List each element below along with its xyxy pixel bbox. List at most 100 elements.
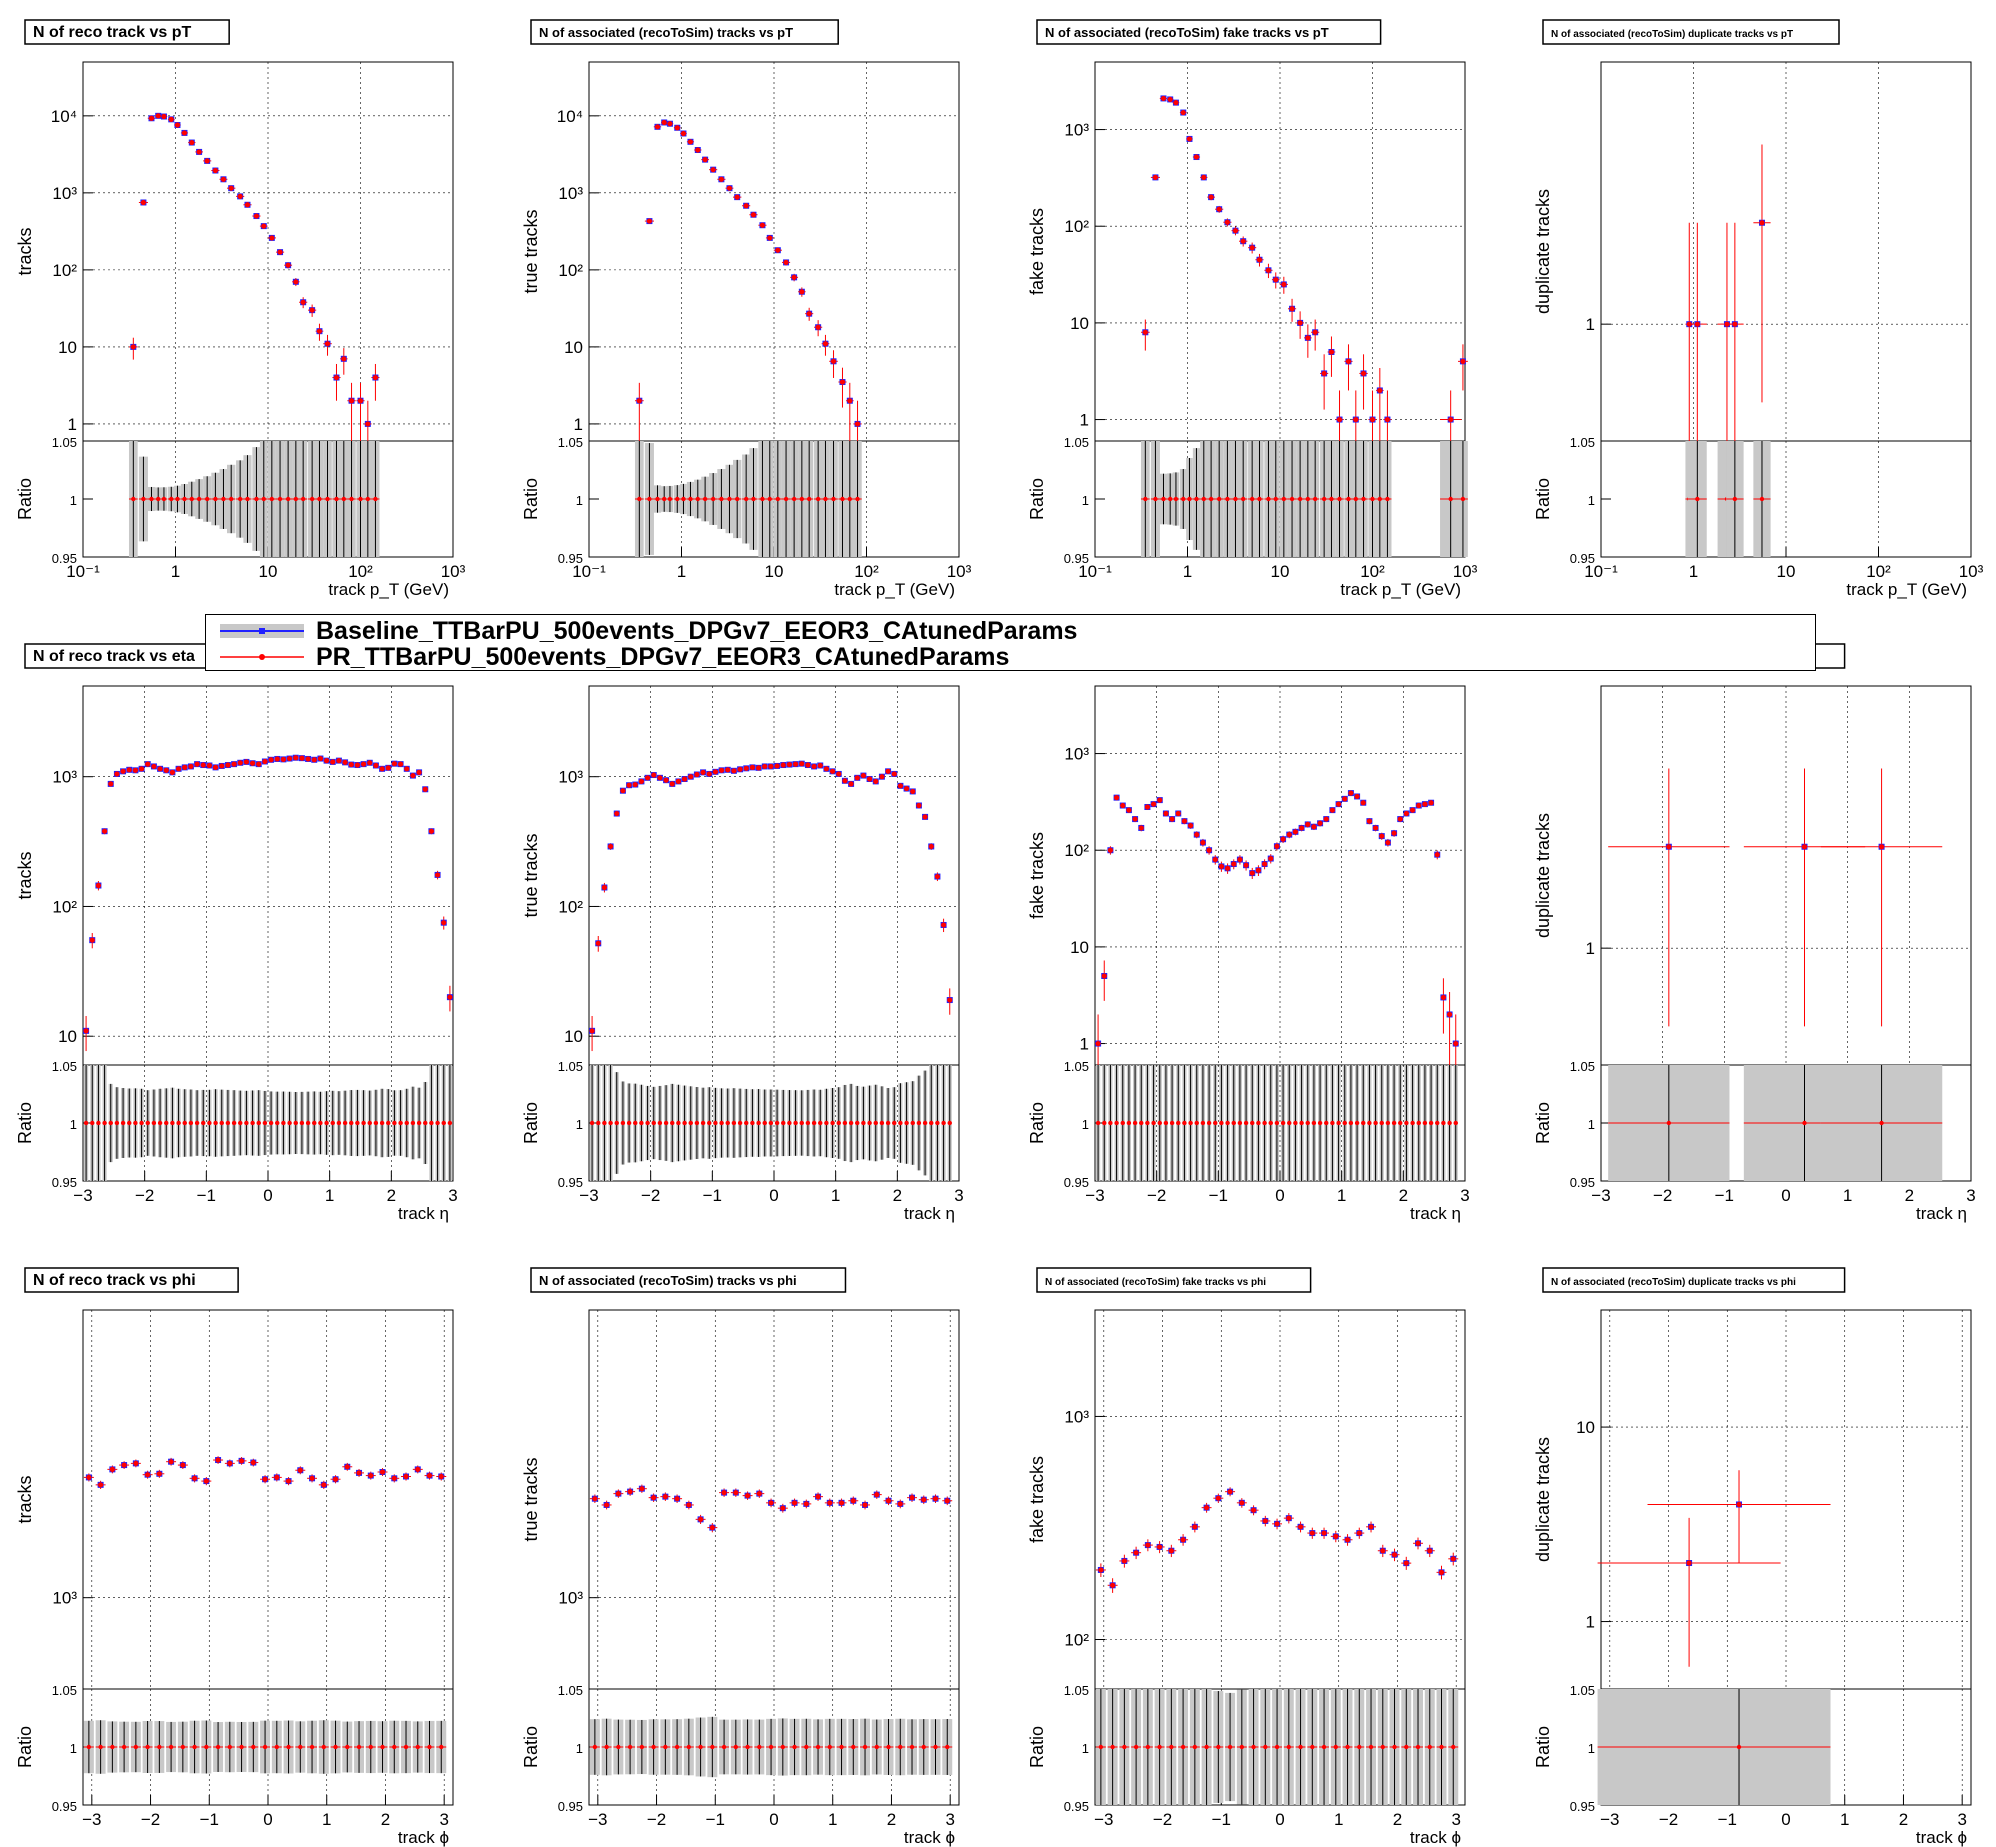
y-axis-label: true tracks [521, 209, 541, 293]
x-tick-label: 10 [1777, 562, 1796, 581]
ratio-point [361, 1120, 366, 1126]
pr-point [1163, 810, 1169, 817]
pr-point [614, 810, 620, 817]
ratio-point [824, 1120, 829, 1126]
ratio-point [196, 496, 202, 502]
x-axis-label: track ϕ [904, 1828, 955, 1847]
ratio-point [1435, 1120, 1440, 1126]
ratio-point [688, 496, 693, 502]
pr-point [775, 247, 781, 253]
ratio-point [1192, 1744, 1198, 1750]
pr-point [842, 778, 848, 784]
pr-point [293, 755, 299, 761]
x-tick-label: 1 [1840, 1810, 1849, 1829]
x-tick-label: 10² [1360, 562, 1385, 581]
ratio-point [1377, 496, 1383, 502]
pr-point [626, 782, 632, 788]
ratio-point [670, 1120, 675, 1126]
panel-title-box [1542, 19, 1840, 45]
ratio-point [921, 1744, 926, 1750]
pr-point [1268, 855, 1274, 862]
y-axis-label: duplicate tracks [1533, 813, 1553, 938]
ratio-point [639, 1744, 645, 1750]
ratio-point [192, 1744, 197, 1750]
pr-point [932, 1496, 939, 1502]
ratio-point [1098, 1744, 1104, 1750]
ratio-point [1173, 496, 1179, 502]
ratio-point [1157, 1120, 1162, 1126]
ratio-point [805, 1120, 811, 1126]
pr-point [1460, 358, 1466, 364]
pr-point [1281, 281, 1287, 288]
pr-point [934, 873, 941, 880]
ratio-point [1337, 496, 1342, 502]
pr-point [121, 1462, 127, 1468]
ratio-point [1324, 1120, 1329, 1126]
ratio-point [1293, 1120, 1298, 1126]
ratio-point [312, 1120, 317, 1126]
pr-point [95, 882, 102, 889]
ratio-point [686, 1744, 692, 1750]
pr-point [718, 767, 725, 773]
pr-point [188, 763, 194, 770]
pr-point [1391, 830, 1397, 836]
ratio-point [757, 1744, 762, 1750]
ratio-y-tick-label: 1.05 [1570, 435, 1595, 450]
ratio-point [309, 1744, 315, 1750]
pr-point [447, 994, 453, 1000]
pr-point [1274, 843, 1280, 849]
ratio-point [676, 1120, 681, 1126]
pr-point [333, 374, 340, 381]
ratio-point [145, 1744, 150, 1750]
ratio-point [1188, 1120, 1193, 1126]
pr-point [227, 1460, 233, 1466]
ratio-point [261, 496, 266, 502]
ratio-point [760, 496, 765, 502]
pr-point [348, 761, 354, 768]
pr-point [910, 788, 916, 795]
pr-point [780, 762, 786, 768]
y-tick-label: 10 [564, 1027, 583, 1046]
ratio-point [651, 1744, 656, 1750]
ratio-point [169, 496, 174, 502]
ratio-y-tick-label: 1.05 [1570, 1059, 1595, 1074]
pr-point [1265, 267, 1272, 273]
pr-point [1416, 802, 1422, 809]
ratio-point [663, 1120, 669, 1126]
ratio-point [756, 1120, 761, 1126]
ratio-point [836, 1120, 841, 1126]
ratio-point [83, 1120, 89, 1126]
panel-title: N of associated (recoToSim) duplicate tr… [1542, 1267, 1846, 1293]
pr-point [885, 768, 891, 774]
pr-point [354, 762, 361, 768]
ratio-axis-label: Ratio [1027, 1102, 1047, 1144]
panel-title-box [1036, 19, 1382, 45]
pr-point [194, 761, 200, 767]
pr-point [285, 262, 291, 268]
x-tick-label: −2 [641, 1186, 660, 1205]
ratio-point [639, 1120, 644, 1126]
ratio-y-tick-label: 0.95 [52, 551, 77, 566]
ratio-point [1194, 496, 1199, 502]
ratio-y-tick-label: 1.05 [52, 435, 77, 450]
ratio-point [1145, 1744, 1151, 1750]
ratio-point [1736, 1744, 1742, 1750]
x-tick-label: −1 [703, 1186, 722, 1205]
pr-point [667, 121, 673, 127]
x-axis-label: track ϕ [398, 1828, 449, 1847]
pr-point [759, 222, 766, 228]
ratio-point [655, 496, 660, 502]
pr-point [151, 763, 157, 770]
ratio-point [1227, 1744, 1233, 1750]
legend-marker-pr [220, 654, 304, 660]
ratio-point [1257, 496, 1262, 502]
ratio-point [780, 1744, 786, 1750]
y-tick-label: 10³ [558, 1589, 583, 1608]
ratio-point [1404, 1744, 1409, 1750]
pr-point [830, 358, 837, 364]
ratio-point [1102, 1120, 1107, 1126]
pr-point [336, 758, 342, 764]
ratio-point [1311, 1120, 1317, 1126]
ratio-axis-label: Ratio [15, 1102, 35, 1144]
ratio-point [710, 496, 716, 502]
